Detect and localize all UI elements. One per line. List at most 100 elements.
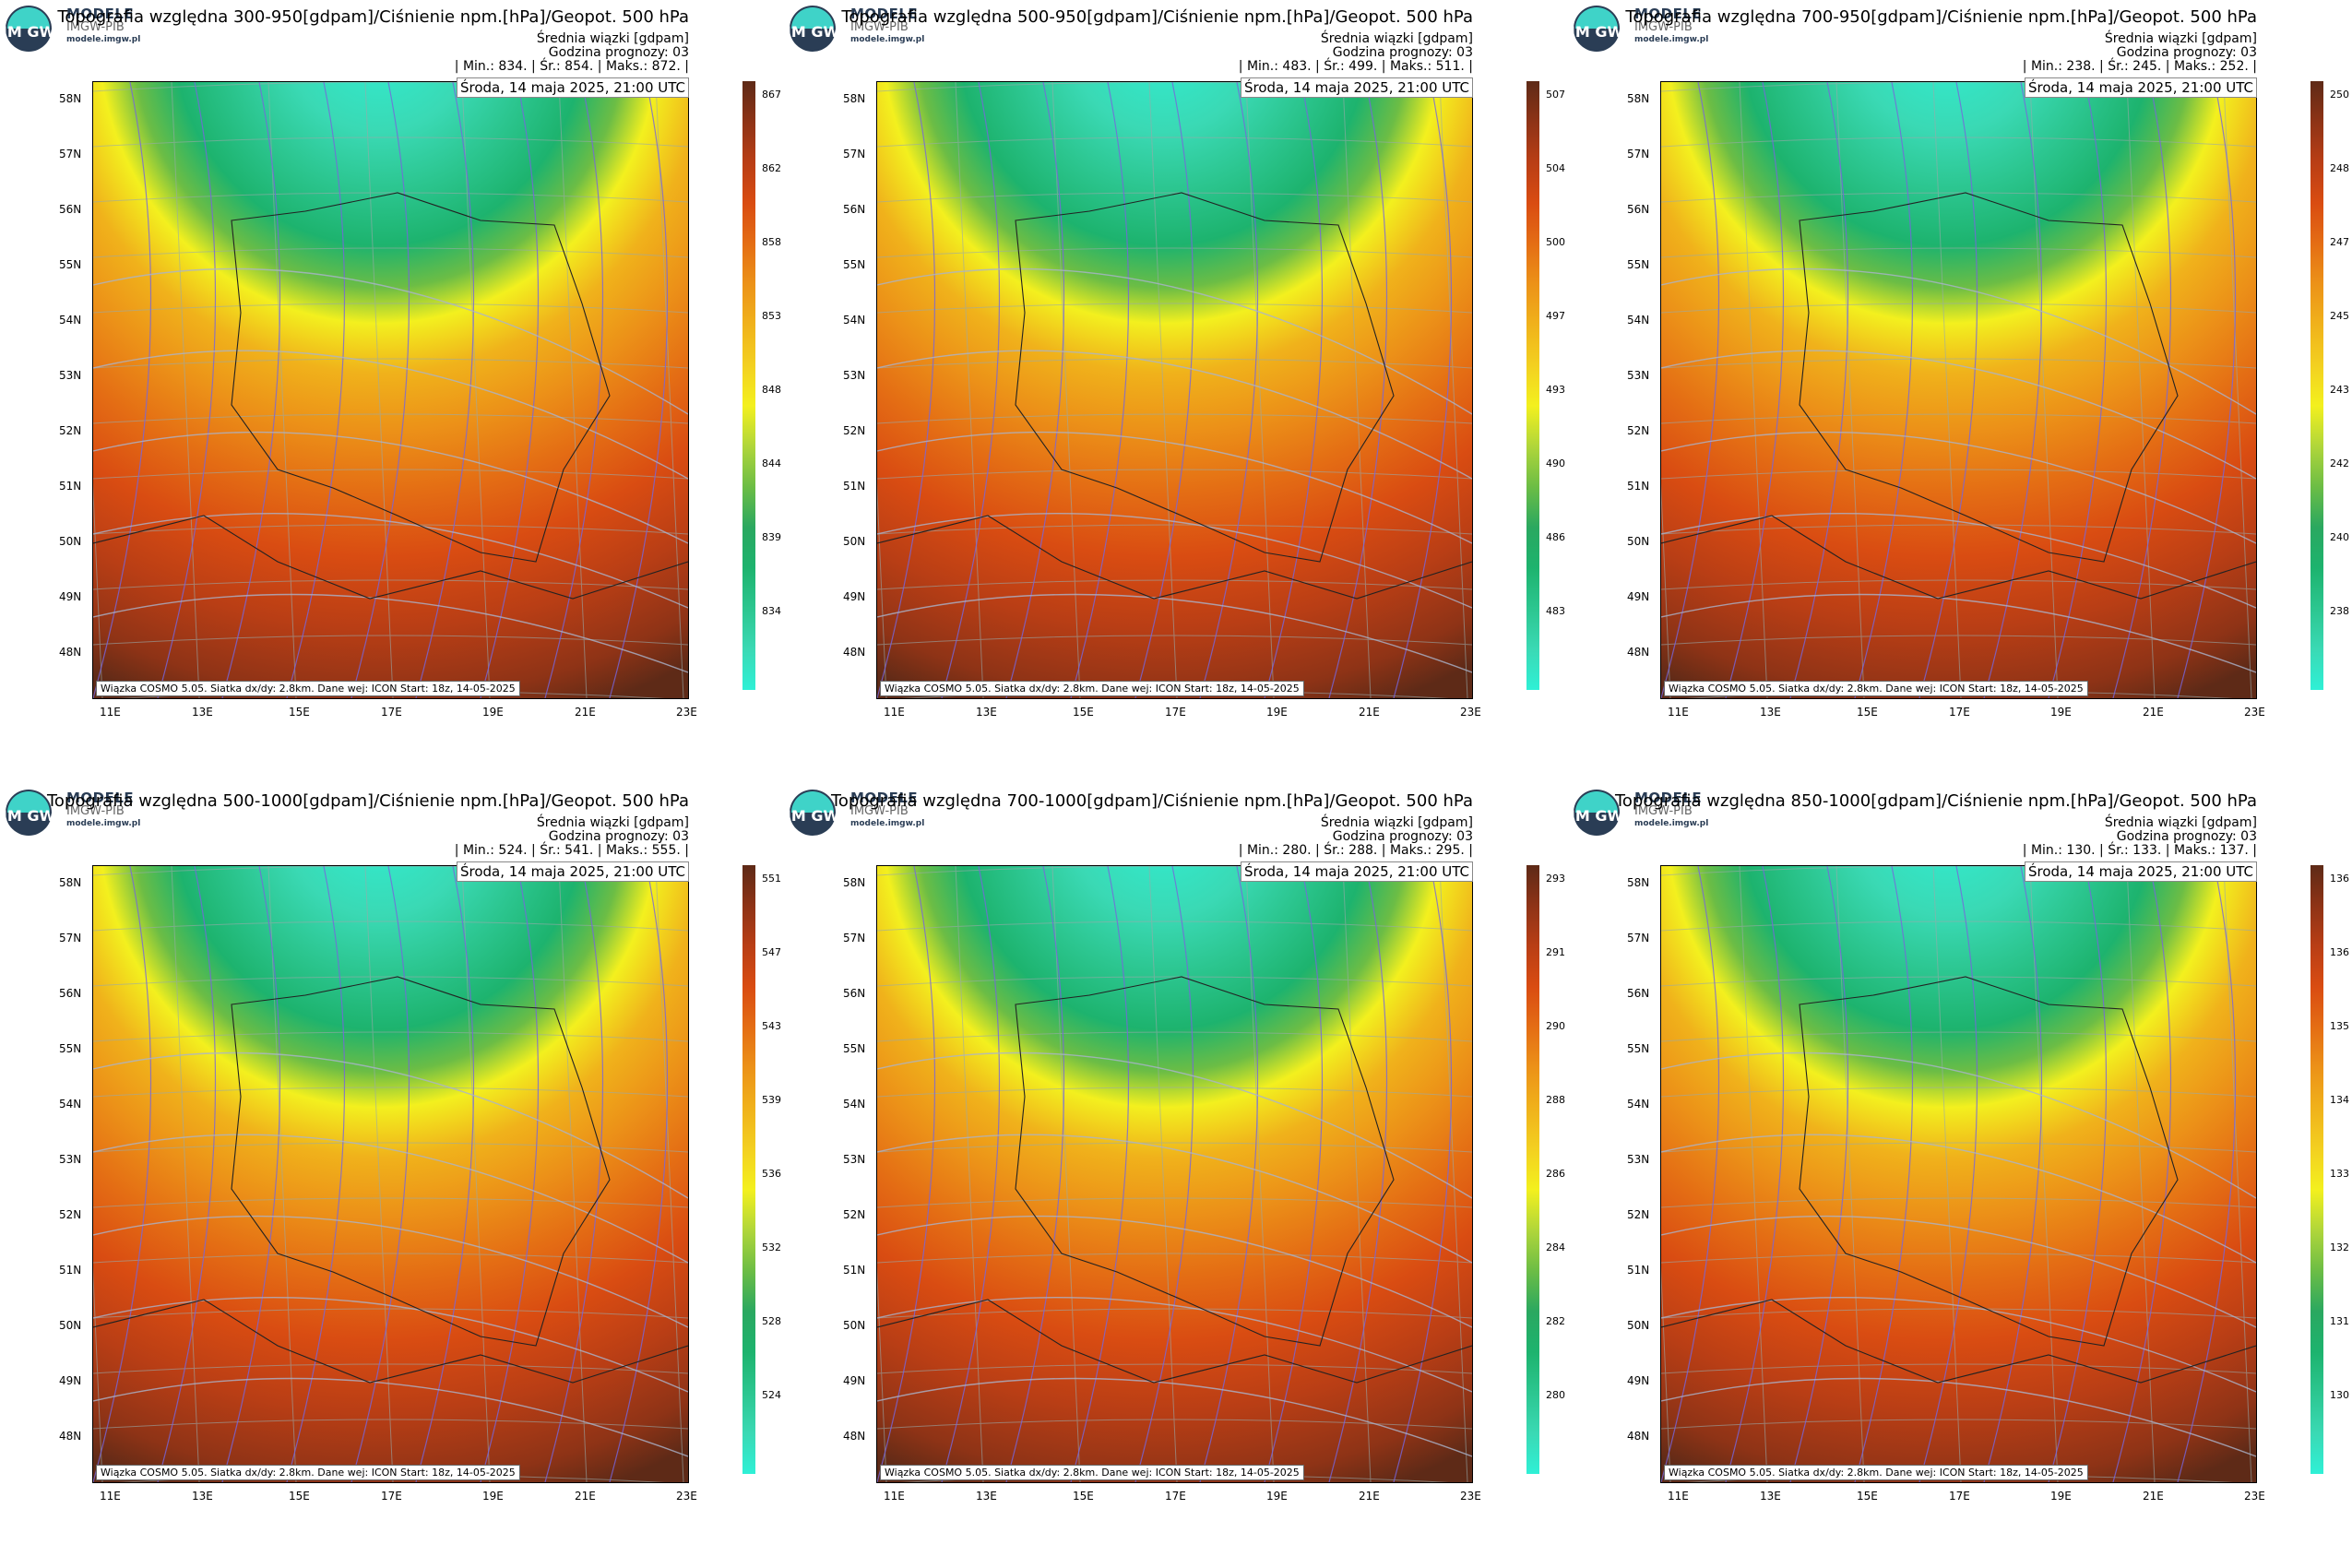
lon-label: 15E [1857,706,1878,719]
lat-label: 49N [843,590,866,603]
model-footer: Wiązka COSMO 5.05. Siatka dx/dy: 2.8km. … [96,681,520,696]
model-footer: Wiązka COSMO 5.05. Siatka dx/dy: 2.8km. … [880,681,1304,696]
map-canvas [93,866,688,1482]
panel-subtitle: Średnia wiązki [gdpam] [2104,815,2257,830]
colorbar-tick: 858 [762,236,781,248]
colorbar-tick: 528 [762,1315,781,1327]
brand-name: MODELE [66,790,135,806]
lat-label: 55N [59,1042,82,1055]
lat-label: 58N [1627,876,1650,889]
stats-line: | Min.: 834. | Śr.: 854. | Maks.: 872. | [454,59,689,74]
panel-subtitle: Średnia wiązki [gdpam] [1320,815,1473,830]
stats-line: | Min.: 238. | Śr.: 245. | Maks.: 252. | [2022,59,2257,74]
lat-label: 57N [843,932,866,944]
lon-label: 19E [482,706,504,719]
lat-label: 51N [59,1264,82,1277]
imgw-logo-icon: IM GW [1572,6,1621,52]
brand-url[interactable]: modele.imgw.pl [66,819,141,828]
colorbar-tick: 507 [1546,89,1565,101]
lat-label: 51N [843,480,866,493]
svg-text:IM GW: IM GW [1572,23,1621,41]
lon-label: 21E [1359,706,1380,719]
valid-date: Środa, 14 maja 2025, 21:00 UTC [1240,77,1473,98]
map-canvas [93,82,688,698]
svg-text:IM GW: IM GW [1572,807,1621,825]
brand-url[interactable]: modele.imgw.pl [1634,819,1709,828]
colorbar-tick: 291 [1546,946,1565,958]
colorbar-tick: 248 [2330,162,2349,174]
map-panel: IM GW MODELE IMGW-PIB modele.imgw.pl Topogra… [1568,784,2352,1568]
brand-subname: IMGW-PIB [66,804,125,818]
colorbar-tick: 539 [762,1094,781,1106]
colorbar-tick: 490 [1546,457,1565,469]
colorbar-tick: 132 [2330,1241,2349,1253]
brand-name: MODELE [1634,6,1703,22]
imgw-logo-icon: IM GW [4,790,53,836]
map-area [876,81,1473,699]
lat-label: 48N [843,646,866,659]
colorbar-tick: 551 [762,873,781,885]
stats-line: | Min.: 483. | Śr.: 499. | Maks.: 511. | [1238,59,1473,74]
panel-title: Topografia względna 700-950[gdpam]/Ciśni… [1625,7,2257,27]
colorbar-tick: 290 [1546,1020,1565,1032]
brand-url[interactable]: modele.imgw.pl [1634,35,1709,44]
lon-label: 13E [192,706,213,719]
lat-label: 53N [843,1153,866,1166]
colorbar-tick: 250 [2330,89,2349,101]
lon-label: 23E [1460,1490,1481,1503]
map-area [876,865,1473,1483]
colorbar-tick: 288 [1546,1094,1565,1106]
map-panel: IM GW MODELE IMGW-PIB modele.imgw.pl Topogra… [1568,0,2352,784]
colorbar-tick: 547 [762,946,781,958]
lat-label: 49N [1627,590,1650,603]
lon-label: 15E [1073,1490,1094,1503]
map-panel: IM GW MODELE IMGW-PIB modele.imgw.pl Topogra… [0,784,784,1568]
imgw-logo-icon: IM GW [788,6,837,52]
colorbar-tick: 284 [1546,1241,1565,1253]
colorbar [742,865,755,1474]
brand-url[interactable]: modele.imgw.pl [850,35,925,44]
map-area [92,81,689,699]
panel-subtitle: Średnia wiązki [gdpam] [1320,31,1473,46]
map-panel: IM GW MODELE IMGW-PIB modele.imgw.pl Topogra… [784,784,1568,1568]
map-area [92,865,689,1483]
colorbar [742,81,755,690]
colorbar-tick: 483 [1546,605,1565,617]
lat-label: 56N [1627,987,1650,1000]
brand-name: MODELE [1634,790,1703,806]
lat-label: 54N [59,1098,82,1111]
model-footer: Wiązka COSMO 5.05. Siatka dx/dy: 2.8km. … [1664,681,2088,696]
lat-label: 53N [1627,1153,1650,1166]
forecast-hour: Godzina prognozy: 03 [548,45,689,60]
colorbar [1526,865,1539,1474]
forecast-hour: Godzina prognozy: 03 [2116,829,2257,844]
lat-label: 58N [843,876,866,889]
panel-title: Topografia względna 300-950[gdpam]/Ciśni… [57,7,689,27]
lat-label: 52N [843,1208,866,1221]
map-panel: IM GW MODELE IMGW-PIB modele.imgw.pl Topogra… [0,0,784,784]
lon-label: 23E [676,706,697,719]
lat-label: 50N [1627,535,1650,548]
lon-label: 23E [2244,1490,2265,1503]
colorbar-tick: 853 [762,310,781,322]
colorbar [2310,81,2323,690]
lat-label: 50N [59,1319,82,1332]
colorbar-tick: 834 [762,605,781,617]
colorbar-tick: 867 [762,89,781,101]
colorbar-tick: 247 [2330,236,2349,248]
map-canvas [877,866,1472,1482]
brand-subname: IMGW-PIB [850,804,909,818]
lat-label: 58N [843,92,866,105]
lat-label: 54N [843,314,866,327]
imgw-logo-icon: IM GW [788,790,837,836]
brand-url[interactable]: modele.imgw.pl [850,819,925,828]
lat-label: 55N [59,258,82,271]
lat-label: 53N [59,1153,82,1166]
lat-label: 56N [843,987,866,1000]
lat-label: 48N [1627,1430,1650,1443]
svg-text:IM GW: IM GW [4,807,53,825]
brand-url[interactable]: modele.imgw.pl [66,35,141,44]
lon-label: 15E [289,1490,310,1503]
lat-label: 58N [59,92,82,105]
colorbar-tick: 135 [2330,1020,2349,1032]
